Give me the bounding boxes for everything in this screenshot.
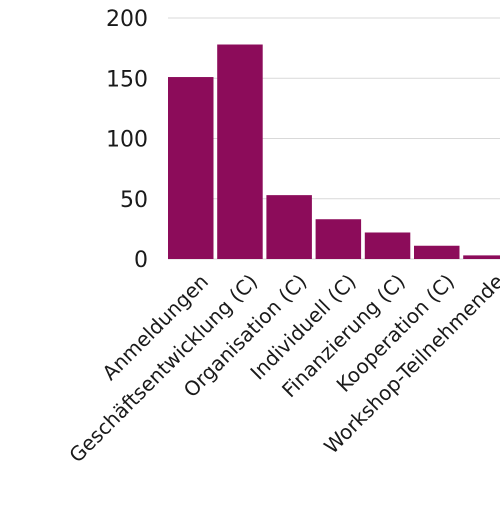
bar <box>217 44 263 260</box>
y-tick-label: 150 <box>106 67 148 92</box>
bar <box>168 77 214 259</box>
y-tick-label: 200 <box>106 7 148 32</box>
bar <box>266 195 312 259</box>
bars <box>168 44 500 260</box>
bar <box>414 245 460 259</box>
bar <box>463 255 500 259</box>
bar <box>315 219 362 259</box>
y-tick-label: 100 <box>106 128 148 153</box>
y-tick-label: 0 <box>134 248 148 273</box>
bar <box>364 232 411 259</box>
category-label: Geschäftsentwicklung (C) <box>64 269 262 467</box>
y-tick-label: 50 <box>120 188 148 213</box>
y-tick-labels: 0 50 100 150 200 <box>106 7 148 273</box>
